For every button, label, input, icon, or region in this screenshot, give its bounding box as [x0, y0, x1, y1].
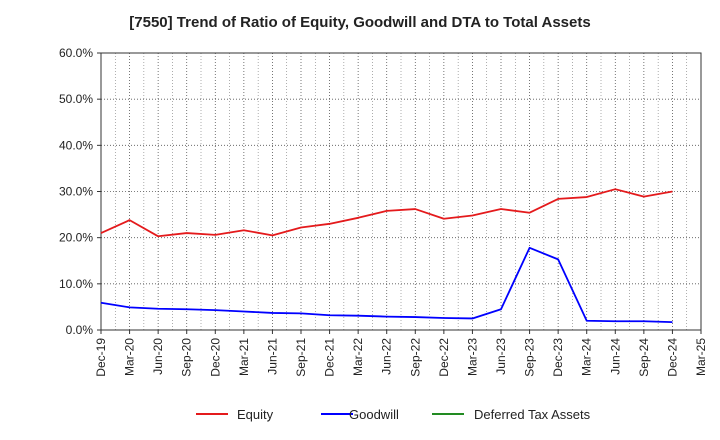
legend-label-equity: Equity: [237, 407, 274, 422]
x-tick-label: Sep-22: [408, 338, 422, 377]
x-tick-label: Mar-20: [123, 338, 137, 376]
y-tick-label: 10.0%: [59, 277, 93, 291]
x-tick-label: Jun-23: [494, 338, 508, 375]
legend-label-goodwill: Goodwill: [349, 407, 399, 422]
y-tick-label: 60.0%: [59, 46, 93, 60]
y-tick-label: 20.0%: [59, 231, 93, 245]
y-tick-label: 40.0%: [59, 138, 93, 152]
x-tick-label: Jun-21: [265, 338, 279, 375]
x-tick-label: Mar-22: [351, 338, 365, 376]
x-tick-label: Dec-21: [323, 338, 337, 377]
legend-label-deferred-tax-assets: Deferred Tax Assets: [474, 407, 591, 422]
x-tick-label: Sep-23: [523, 338, 537, 377]
x-tick-label: Sep-21: [294, 338, 308, 377]
x-tick-label: Mar-21: [237, 338, 251, 376]
x-tick-label: Mar-23: [465, 338, 479, 376]
series-line-goodwill: [100, 246, 673, 324]
series-line-equity: [100, 188, 673, 238]
x-tick-label: Sep-20: [180, 338, 194, 377]
x-tick-label: Dec-24: [665, 338, 679, 377]
x-tick-label: Sep-24: [637, 338, 651, 377]
x-tick-label: Mar-25: [694, 338, 708, 376]
chart-title: [7550] Trend of Ratio of Equity, Goodwil…: [129, 14, 591, 31]
x-tick-label: Jun-22: [380, 338, 394, 375]
y-tick-label: 30.0%: [59, 185, 93, 199]
y-tick-label: 0.0%: [66, 323, 94, 337]
x-tick-label: Jun-20: [151, 338, 165, 375]
x-tick-label: Jun-24: [608, 338, 622, 375]
x-tick-label: Dec-22: [437, 338, 451, 377]
x-tick-label: Dec-19: [94, 338, 108, 377]
x-tick-label: Dec-23: [551, 338, 565, 377]
y-tick-label: 50.0%: [59, 92, 93, 106]
x-tick-label: Mar-24: [580, 338, 594, 376]
x-tick-label: Dec-20: [208, 338, 222, 377]
